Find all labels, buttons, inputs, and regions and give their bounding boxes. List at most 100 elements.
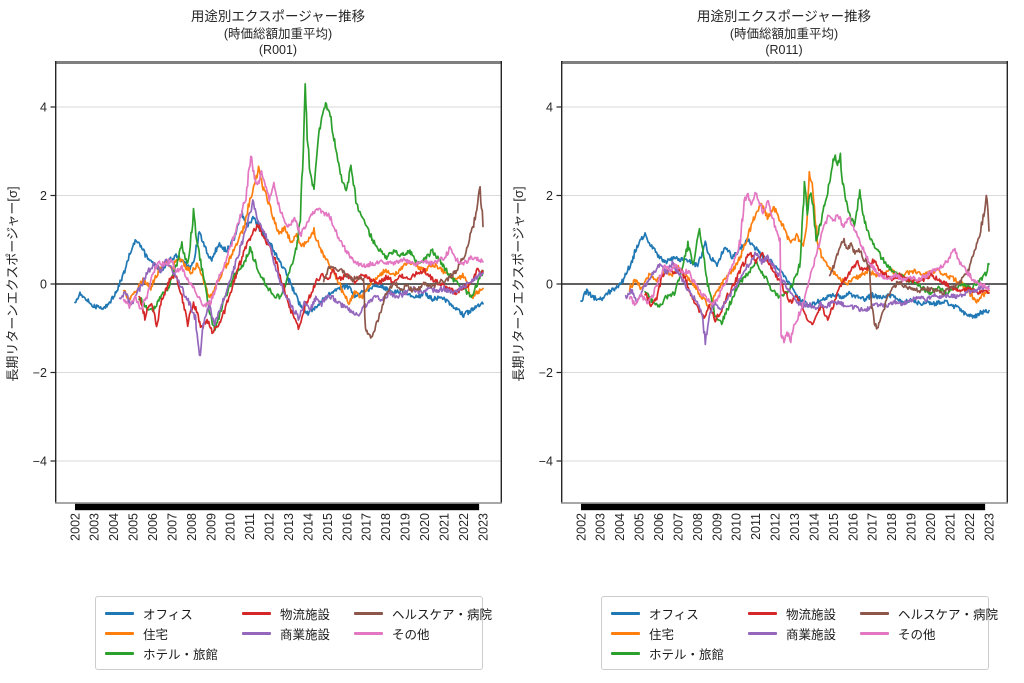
legend-label-other: その他 <box>898 628 936 642</box>
chart-code-label: (R011) <box>765 43 802 57</box>
chart-subtitle: (時価総額加重平均) <box>224 26 332 41</box>
x-tick-label: 2003 <box>594 513 608 541</box>
x-tick-label: 2018 <box>379 513 393 541</box>
legend-label-residential: 住宅 <box>649 628 675 642</box>
legend-item-commercial: 商業施設 <box>748 624 836 643</box>
x-tick-label: 2012 <box>769 513 783 541</box>
series-line-commercial <box>624 251 990 346</box>
legend-line-swatch-other <box>354 632 384 635</box>
x-tick-label: 2020 <box>924 513 938 541</box>
x-tick-label: 2017 <box>866 513 880 541</box>
legend-column-1: オフィス住宅ホテル・旅館 <box>105 604 218 663</box>
legend-line-swatch-commercial <box>748 632 778 635</box>
legend-label-other: その他 <box>392 628 430 642</box>
legend-item-office: オフィス <box>105 604 218 623</box>
legend-item-other: その他 <box>860 624 998 643</box>
x-tick-label: 2002 <box>574 513 588 541</box>
legend-line-swatch-office <box>611 612 640 615</box>
series-line-office <box>580 232 990 319</box>
x-tick-label: 2020 <box>418 513 432 541</box>
x-tick-label: 2006 <box>146 513 160 541</box>
data-range-bar <box>75 503 480 511</box>
x-tick-label: 2004 <box>613 513 627 541</box>
x-tick-label: 2014 <box>301 513 315 541</box>
legend-item-residential: 住宅 <box>105 624 218 643</box>
x-tick-label: 2016 <box>846 513 860 541</box>
x-tick-label: 2011 <box>749 513 763 540</box>
x-tick-label: 2004 <box>107 513 121 541</box>
legend-column-2: 物流施設 商業施設 <box>748 604 836 663</box>
y-tick-label: −4 <box>33 454 47 468</box>
x-axis-ticks: 2002 2003 2004 2005 2006 2007 2008 2009 2010 2011… <box>68 513 490 541</box>
y-tick-label: 0 <box>40 277 47 291</box>
legend-line-swatch-healthcare <box>860 612 890 615</box>
legend-line-swatch-other <box>860 632 890 635</box>
x-tick-label: 2012 <box>263 513 277 541</box>
x-tick-label: 2005 <box>633 513 647 541</box>
x-tick-label: 2023 <box>982 513 996 541</box>
legend-item-logistics: 物流施設 <box>748 604 836 623</box>
legend-column-3: ヘルスケア・病院その他 <box>860 604 998 663</box>
series-lines <box>580 152 990 346</box>
legend-item-healthcare: ヘルスケア・病院 <box>354 604 492 623</box>
legend-box: オフィス 住宅 ホテル・旅館 物流施設 商業施設 ヘルスケア・病院 その他 <box>601 596 998 670</box>
x-tick-label: 2007 <box>671 513 685 541</box>
y-tick-label: −2 <box>33 366 47 380</box>
x-tick-label: 2009 <box>204 513 218 541</box>
series-line-commercial <box>118 199 484 357</box>
x-tick-label: 2005 <box>127 513 141 541</box>
x-tick-label: 2017 <box>360 513 374 541</box>
y-axis-label: 長期リターンエクスポージャー[σ] <box>511 186 526 381</box>
legend-line-swatch-hotel <box>611 652 640 655</box>
x-tick-label: 2008 <box>691 513 705 541</box>
legend-label-logistics: 物流施設 <box>280 608 331 622</box>
legend-label-residential: 住宅 <box>143 628 169 642</box>
legend-label-hotel: ホテル・旅館 <box>649 648 725 662</box>
legend-line-swatch-office <box>105 612 134 615</box>
series-line-residential <box>122 165 484 306</box>
series-line-healthcare <box>828 194 990 330</box>
x-tick-label: 2015 <box>321 513 335 541</box>
y-tick-label: −4 <box>539 454 553 468</box>
legend-item-hotel: ホテル・旅館 <box>105 644 218 663</box>
legend-box: オフィス 住宅 ホテル・旅館 物流施設 商業施設 ヘルスケア・病院 その他 <box>95 596 492 670</box>
y-axis-ticks: 4 2 0 −2 −4 <box>539 100 561 468</box>
chart-svg-r011: 用途別エクスポージャー推移 (時価総額加重平均) (R011) 長期リターンエク… <box>511 8 1008 541</box>
y-tick-label: 4 <box>40 100 47 114</box>
legend-line-swatch-residential <box>611 632 640 635</box>
x-tick-label: 2019 <box>399 513 413 541</box>
chart-subtitle: (時価総額加重平均) <box>730 26 838 41</box>
y-tick-label: 2 <box>546 189 553 203</box>
gridlines <box>561 106 1008 462</box>
x-tick-label: 2008 <box>185 513 199 541</box>
series-lines <box>74 82 484 357</box>
gridlines <box>55 106 502 462</box>
chart-title: 用途別エクスポージャー推移 <box>191 8 365 24</box>
legend-item-other: その他 <box>354 624 492 643</box>
legend-item-commercial: 商業施設 <box>242 624 330 643</box>
x-tick-label: 2003 <box>88 513 102 541</box>
legend-item-healthcare: ヘルスケア・病院 <box>860 604 998 623</box>
x-tick-label: 2009 <box>710 513 724 541</box>
series-line-logistics <box>644 251 990 326</box>
x-tick-label: 2002 <box>68 513 82 541</box>
series-line-hotel <box>138 82 484 332</box>
legend-label-office: オフィス <box>649 608 699 622</box>
legend-label-office: オフィス <box>143 608 193 622</box>
series-line-logistics <box>138 223 484 335</box>
chart-panel-r001: 用途別エクスポージャー推移 (時価総額加重平均) (R001) 長期リターンエク… <box>5 8 502 670</box>
x-axis-ticks: 2002 2003 2004 2005 2006 2007 2008 2009 2010 2011… <box>574 513 996 541</box>
x-tick-label: 2021 <box>943 513 957 541</box>
legend-column-1: オフィス住宅ホテル・旅館 <box>611 604 724 663</box>
series-line-residential <box>628 170 990 308</box>
x-tick-label: 2013 <box>788 513 802 541</box>
legend-line-swatch-logistics <box>748 612 778 615</box>
legend-item-office: オフィス <box>611 604 724 623</box>
series-line-healthcare <box>322 185 484 339</box>
x-tick-label: 2023 <box>476 513 490 541</box>
x-tick-label: 2022 <box>963 513 977 541</box>
legend-label-commercial: 商業施設 <box>280 628 331 642</box>
legend-column-2: 物流施設 商業施設 <box>242 604 330 663</box>
x-tick-label: 2019 <box>905 513 919 541</box>
legend-label-healthcare: ヘルスケア・病院 <box>392 608 493 622</box>
